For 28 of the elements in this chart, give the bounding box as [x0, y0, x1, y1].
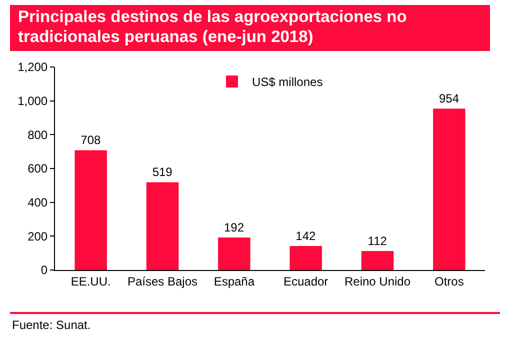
- x-tick-label: España: [214, 274, 255, 288]
- x-tick-label: Ecuador: [283, 274, 328, 288]
- x-tick-label: Países Bajos: [127, 274, 198, 288]
- bar: [74, 150, 107, 270]
- bar: [218, 238, 250, 270]
- y-tick-label: 1,000: [18, 94, 48, 108]
- y-tick-label: 400: [28, 196, 48, 210]
- x-tick-label: Otros: [434, 274, 464, 288]
- bar: [146, 182, 179, 270]
- data-label: 519: [152, 165, 173, 180]
- data-label: 142: [296, 228, 316, 243]
- chart-title: Principales destinos de las agroexportaciones no tradicionales peruanas (ene-jun 2018): [10, 5, 490, 51]
- data-label: 192: [224, 220, 244, 235]
- bar: [361, 251, 394, 270]
- data-label: 954: [438, 92, 460, 106]
- source-note: Fuente: Sunat.: [12, 318, 91, 332]
- y-tick-label: 0: [40, 263, 48, 278]
- x-tick-label: EE.UU.: [70, 274, 111, 288]
- y-tick-label: 600: [28, 162, 48, 176]
- x-tick-label: Reino Unido: [344, 274, 411, 288]
- data-label: 112: [368, 234, 388, 248]
- y-tick-label: 200: [28, 229, 48, 244]
- legend-label: US$ millones: [252, 75, 323, 90]
- data-label: 708: [80, 133, 102, 148]
- y-tick-label: 800: [28, 128, 48, 142]
- bar: [433, 108, 466, 270]
- bar: [290, 246, 322, 270]
- y-tick-label: 1,200: [18, 60, 48, 74]
